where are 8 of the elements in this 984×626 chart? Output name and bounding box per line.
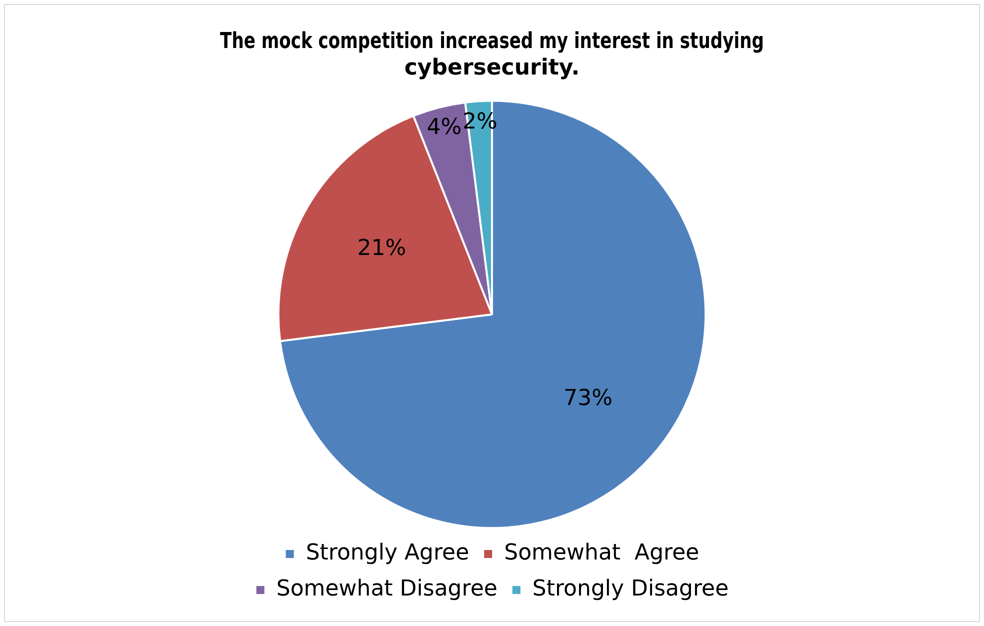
- data-label: 73%: [564, 386, 613, 411]
- legend-label: Somewhat Disagree: [276, 576, 498, 602]
- legend-label: Somewhat Agree: [504, 540, 700, 566]
- legend-label: Strongly Disagree: [532, 576, 729, 602]
- chart-title: The mock competition increased my interest in studying cybersecurity.: [220, 28, 764, 80]
- legend-label: Strongly Agree: [306, 540, 470, 566]
- data-label: 21%: [357, 236, 406, 261]
- data-label: 4%: [426, 114, 462, 140]
